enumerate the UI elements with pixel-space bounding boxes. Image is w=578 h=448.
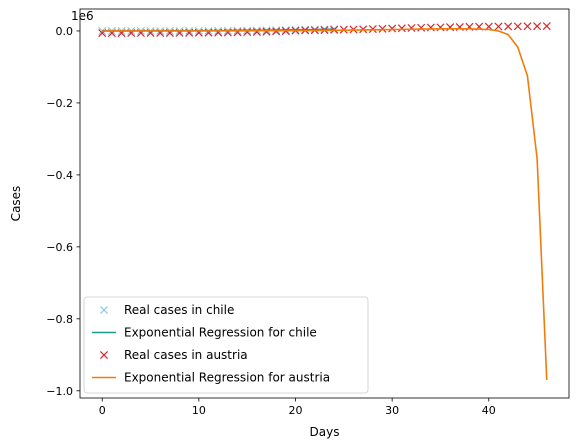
y-tick-label: −0.8 <box>46 313 73 326</box>
data-point <box>262 27 271 36</box>
series-line <box>102 27 548 381</box>
x-tick-label: 20 <box>289 404 303 417</box>
data-point <box>504 22 513 31</box>
data-point <box>417 23 426 32</box>
y-tick-label: −0.6 <box>46 241 73 254</box>
x-axis-label: Days <box>310 425 340 439</box>
data-point <box>494 22 503 31</box>
data-point <box>407 23 416 32</box>
x-axis-ticks: 0 10 20 30 40 <box>99 398 496 417</box>
x-tick-label: 30 <box>385 404 399 417</box>
axes-frame <box>79 8 570 399</box>
data-point <box>523 22 532 31</box>
y-axis-label: Cases <box>9 186 23 222</box>
y-tick-label: −1.0 <box>46 385 73 398</box>
x-tick-label: 40 <box>482 404 496 417</box>
legend-label: Exponential Regression for chile <box>124 326 317 340</box>
legend-marker <box>99 350 109 360</box>
x-tick-label: 10 <box>192 404 206 417</box>
legend-marker <box>99 305 109 315</box>
data-point <box>233 28 242 37</box>
y-tick-label: −0.2 <box>46 97 73 110</box>
series-2 <box>98 22 551 38</box>
legend: Real cases in chile Exponential Regressio… <box>83 296 369 394</box>
data-point <box>446 23 455 32</box>
data-point <box>542 22 551 31</box>
data-point <box>426 23 435 32</box>
data-point <box>436 23 445 32</box>
y-axis-offset-text: 1e6 <box>71 9 94 23</box>
data-point <box>397 24 406 33</box>
data-point <box>388 24 397 33</box>
data-point <box>378 24 387 33</box>
y-tick-label: −0.4 <box>46 169 73 182</box>
data-point <box>533 22 542 31</box>
legend-label: Real cases in austria <box>124 348 248 362</box>
legend-label: Real cases in chile <box>124 303 234 317</box>
plot-area <box>98 22 551 381</box>
data-point <box>98 26 107 35</box>
x-tick-label: 0 <box>99 404 106 417</box>
y-tick-label: 0.0 <box>56 25 74 38</box>
y-axis-ticks: 0.0 −0.2 −0.4 −0.6 −0.8 −1.0 <box>46 25 80 398</box>
data-point <box>243 28 252 37</box>
data-point <box>252 27 261 36</box>
legend-label: Exponential Regression for austria <box>124 371 330 385</box>
data-point <box>513 22 522 31</box>
legend-box <box>83 296 369 394</box>
series-3 <box>102 27 548 381</box>
